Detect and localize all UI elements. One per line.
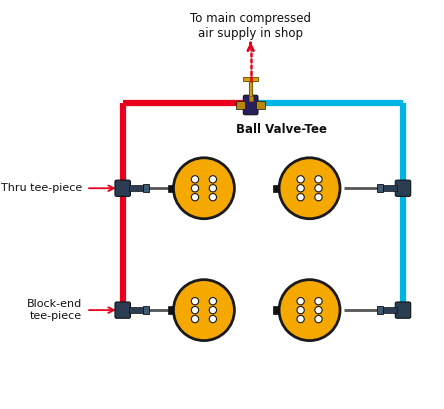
Circle shape <box>191 184 198 192</box>
Circle shape <box>174 158 234 219</box>
Circle shape <box>191 297 198 305</box>
Bar <box>377 306 383 314</box>
FancyBboxPatch shape <box>395 302 411 318</box>
FancyBboxPatch shape <box>115 302 131 318</box>
Circle shape <box>191 193 198 201</box>
Bar <box>383 307 397 313</box>
Bar <box>236 101 245 109</box>
Bar <box>129 185 143 191</box>
Circle shape <box>315 297 322 305</box>
FancyBboxPatch shape <box>243 95 258 115</box>
Circle shape <box>297 306 304 314</box>
Bar <box>274 184 279 192</box>
Text: Block-end
tee-piece: Block-end tee-piece <box>27 299 82 321</box>
Circle shape <box>191 315 198 323</box>
Text: Ball Valve-Tee: Ball Valve-Tee <box>236 123 327 136</box>
FancyBboxPatch shape <box>395 180 411 196</box>
Bar <box>143 306 149 314</box>
Circle shape <box>297 175 304 183</box>
Bar <box>168 184 174 192</box>
Text: Thru tee-piece: Thru tee-piece <box>1 183 82 193</box>
Bar <box>377 184 383 192</box>
Circle shape <box>315 306 322 314</box>
FancyBboxPatch shape <box>115 180 131 196</box>
Circle shape <box>297 193 304 201</box>
Circle shape <box>191 175 198 183</box>
Circle shape <box>297 184 304 192</box>
Bar <box>249 76 253 99</box>
Text: To main compressed
air supply in shop: To main compressed air supply in shop <box>190 11 311 40</box>
Bar <box>168 306 174 314</box>
Circle shape <box>315 175 322 183</box>
Circle shape <box>209 315 217 323</box>
Circle shape <box>297 297 304 305</box>
Bar <box>383 185 397 191</box>
Circle shape <box>315 184 322 192</box>
Circle shape <box>297 315 304 323</box>
Circle shape <box>209 184 217 192</box>
Circle shape <box>279 280 340 341</box>
Bar <box>129 307 143 313</box>
Circle shape <box>174 280 234 341</box>
Bar <box>256 101 265 109</box>
Circle shape <box>209 297 217 305</box>
Bar <box>143 184 149 192</box>
Circle shape <box>279 158 340 219</box>
Bar <box>243 76 258 81</box>
Circle shape <box>209 306 217 314</box>
Circle shape <box>209 193 217 201</box>
Circle shape <box>191 306 198 314</box>
Circle shape <box>315 315 322 323</box>
Circle shape <box>315 193 322 201</box>
Bar <box>274 306 279 314</box>
Bar <box>249 96 253 101</box>
Circle shape <box>209 175 217 183</box>
